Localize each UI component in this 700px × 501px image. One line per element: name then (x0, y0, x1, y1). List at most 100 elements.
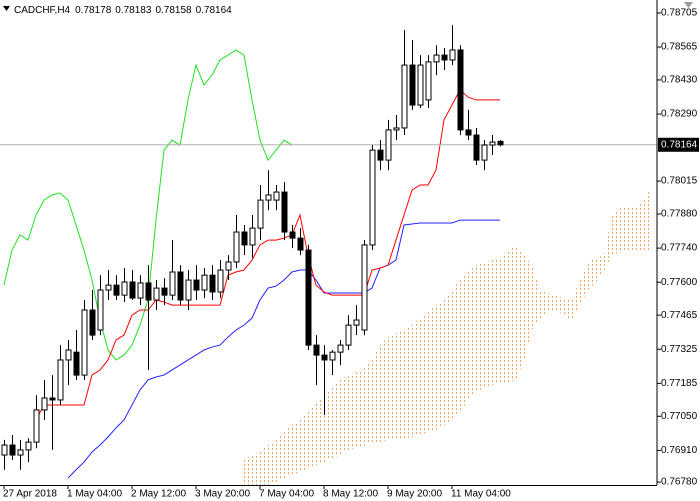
y-tick-label: 0.78290 (661, 109, 698, 120)
candle-body (33, 409, 40, 443)
cloud-segment (476, 262, 484, 393)
cloud-segment (380, 337, 388, 443)
candle-body (161, 287, 168, 296)
candle-body (129, 281, 136, 299)
candle-body (265, 194, 272, 201)
scroll-arrow[interactable] (684, 2, 693, 8)
candle-body (153, 287, 160, 301)
candle-body (225, 261, 232, 271)
cloud-segment (644, 184, 652, 251)
candle-body (65, 349, 72, 361)
candle-body (169, 271, 176, 296)
cloud-segment (268, 439, 276, 485)
candle-body (393, 127, 400, 131)
candle-body (361, 244, 368, 331)
cloud-segment (532, 265, 540, 330)
cloud-segment (516, 244, 524, 380)
cloud-segment (356, 368, 364, 449)
candle-body (473, 134, 480, 161)
candle-body (97, 289, 104, 331)
candle-body (329, 351, 336, 361)
y-tick-label: 0.77880 (661, 209, 698, 220)
header-high: 0.78183 (115, 5, 152, 16)
candle-body (73, 351, 80, 376)
current-price-label: 0.78164 (661, 139, 698, 150)
candle-body (233, 231, 240, 263)
candle-body (121, 281, 128, 296)
cloud-segment (276, 432, 284, 483)
candle-body (385, 129, 392, 161)
header-close: 0.78164 (196, 5, 233, 16)
cloud-segment (332, 379, 340, 459)
candle-body (185, 279, 192, 301)
cloud-segment (460, 270, 468, 413)
header-open: 0.78178 (75, 5, 112, 16)
candle-body (241, 231, 248, 246)
candle-body (433, 54, 440, 63)
y-tick-label: 0.77325 (661, 344, 698, 355)
cloud-segment (372, 345, 380, 444)
current-price-box (658, 137, 699, 152)
cloud-segment (404, 325, 412, 439)
cloud-segment (428, 305, 436, 433)
y-tick-label: 0.78015 (661, 176, 698, 187)
cloud-segment (444, 290, 452, 426)
candle-body (457, 49, 464, 131)
chart-header: CADCHF,H4 0.78178 0.78183 0.78158 0.78164 (14, 5, 232, 16)
y-tick-label: 0.78430 (661, 75, 698, 86)
cloud-segment (340, 375, 348, 456)
cloud-segment (412, 318, 420, 437)
indicator-line (67, 219, 500, 479)
x-tick-label: 3 May 20:00 (195, 489, 250, 500)
cloud-segment (324, 388, 332, 463)
candle-body (1, 444, 8, 456)
cloud-segment (492, 258, 500, 386)
candle-body (81, 309, 88, 376)
candle-body (249, 227, 256, 246)
y-tick-label: 0.77050 (661, 411, 698, 422)
candle-body (497, 140, 504, 146)
candle-body (481, 144, 488, 161)
y-tick-label: 0.76780 (661, 477, 698, 488)
cloud-segment (300, 412, 308, 473)
candle-body (201, 274, 208, 291)
y-tick-label: 0.77185 (661, 378, 698, 389)
cloud-segment (452, 280, 460, 420)
candle-body (305, 249, 312, 346)
candle-body (105, 284, 112, 291)
cloud-segment (388, 333, 396, 440)
candle-body (209, 274, 216, 293)
x-tick-label: 8 May 12:00 (323, 489, 378, 500)
cloud-segment (564, 298, 572, 321)
cloud-segment (548, 292, 556, 312)
cloud-segment (508, 244, 516, 383)
y-tick-label: 0.78705 (661, 8, 698, 19)
candle-body (297, 237, 304, 251)
cloud-segment (580, 261, 588, 306)
x-tick-label: 27 Apr 2018 (3, 489, 57, 500)
candle-body (377, 149, 384, 161)
plot-area (0, 25, 657, 485)
candle-body (137, 282, 144, 299)
candle-body (289, 231, 296, 239)
y-tick-label: 0.76910 (661, 445, 698, 456)
cloud-segment (484, 260, 492, 388)
header-low: 0.78158 (155, 5, 192, 16)
candle-body (273, 191, 280, 201)
y-tick-label: 0.78565 (661, 42, 698, 53)
cloud-segment (468, 265, 476, 400)
candle-body (193, 279, 200, 291)
candle-body (441, 54, 448, 61)
y-tick-label: 0.77600 (661, 277, 698, 288)
cloud-segment (396, 329, 404, 440)
cloud-segment (636, 200, 644, 253)
menu-arrow[interactable] (3, 6, 10, 11)
candle-body (57, 359, 64, 401)
candle-body (465, 129, 472, 136)
cloud-segment (604, 214, 612, 271)
x-tick-label: 2 May 12:00 (131, 489, 186, 500)
candle-body (217, 269, 224, 293)
cloud-segment (364, 359, 372, 446)
cloud-segment (540, 290, 548, 319)
candle-body (369, 149, 376, 246)
